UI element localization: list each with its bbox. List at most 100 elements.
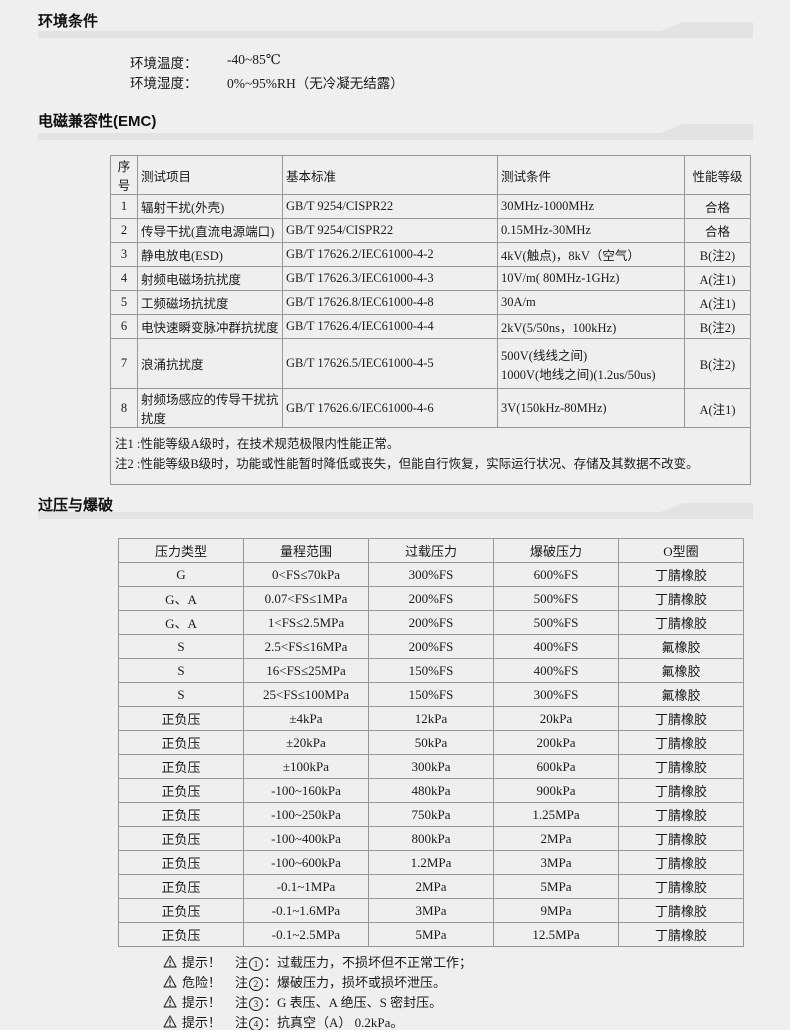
table-cell: 正负压 (118, 730, 244, 755)
table-cell: 氟橡胶 (618, 682, 744, 707)
table-cell: 丁腈橡胶 (618, 586, 744, 611)
table-cell: 丁腈橡胶 (618, 874, 744, 899)
warning-row: 提示！ 注 3： G 表压、A 绝压、S 密封压。 (163, 991, 472, 1011)
warning-row: 提示！ 注 4：抗真空（A） 0.2kPa。 (163, 1011, 472, 1031)
table-cell: 1 (110, 194, 138, 219)
warning-text: 爆破压力，损坏或损坏泄压。 (277, 974, 447, 990)
table-cell: 2MPa (368, 874, 494, 899)
table-cell: 氟橡胶 (618, 634, 744, 659)
pressure-table-body: G 0<FS≤70kPa 300%FS 600%FS 丁腈橡胶 G、A 0.07<FS≤1M… (118, 562, 744, 947)
table-notes-cell: 注1 :性能等级A级时，在技术规范极限内性能正常。 注2 :性能等级B级时，功能或… (110, 427, 751, 485)
table-cell: 8 (110, 388, 138, 428)
table-cell: 25<FS≤100MPa (243, 682, 369, 707)
table-row: 4 射频电磁场抗扰度 GB/T 17626.3/IEC61000-4-3 10V/m(… (110, 266, 751, 291)
table-row: 2 传导干扰(直流电源端口) GB/T 9254/CISPR22 0.15MHz-30… (110, 218, 751, 243)
table-cell: 900kPa (493, 778, 619, 803)
table-cell: A(注1) (684, 266, 751, 291)
table-cell: 辐射干扰(外壳) (137, 194, 283, 219)
table-cell: 丁腈橡胶 (618, 922, 744, 947)
table-cell: 600kPa (493, 754, 619, 779)
table-row: 正负压 ±20kPa 50kPa 200kPa 丁腈橡胶 (118, 730, 744, 755)
section-title-pressure: 过压与爆破 (38, 497, 114, 514)
table-header-cell: 序号 (110, 155, 138, 195)
table-cell: 静电放电(ESD) (137, 242, 283, 267)
table-cell: A(注1) (684, 290, 751, 315)
section-underline-band (38, 503, 753, 519)
table-cell: 正负压 (118, 706, 244, 731)
note-reference: 注 4： (235, 1014, 278, 1031)
table-cell: -0.1~2.5MPa (243, 922, 369, 947)
table-cell: 0.15MHz-30MHz (497, 218, 685, 243)
table-cell: GB/T 17626.4/IEC61000-4-4 (282, 314, 498, 339)
table-cell: GB/T 17626.8/IEC61000-4-8 (282, 290, 498, 315)
table-row: 正负压 ±100kPa 300kPa 600kPa 丁腈橡胶 (118, 754, 744, 779)
table-cell: 正负压 (118, 826, 244, 851)
table-header-cell: 过载压力 (368, 538, 494, 563)
table-cell: 电快速瞬变脉冲群抗扰度 (137, 314, 283, 339)
warning-icon (163, 954, 177, 968)
table-cell: ±100kPa (243, 754, 369, 779)
pressure-table: 压力类型 量程范围 过载压力 爆破压力 O型圈 G 0<FS≤70kPa 300%FS 600… (118, 538, 744, 947)
table-cell: 0.07<FS≤1MPa (243, 586, 369, 611)
table-row: 正负压 -100~600kPa 1.2MPa 3MPa 丁腈橡胶 (118, 850, 744, 875)
table-header-row: 压力类型 量程范围 过载压力 爆破压力 O型圈 (118, 538, 744, 563)
env-humidity-row: 环境湿度： 0%~95%RH（无冷凝无结露） (130, 72, 404, 92)
table-cell: 30MHz-1000MHz (497, 194, 685, 219)
table-cell: 2kV(5/50ns，100kHz) (497, 314, 685, 339)
table-cell: 800kPa (368, 826, 494, 851)
table-cell: 4kV(触点)，8kV（空气） (497, 242, 685, 267)
table-header-row: 序号 测试项目 基本标准 测试条件 性能等级 (110, 155, 751, 195)
table-cell: GB/T 17626.3/IEC61000-4-3 (282, 266, 498, 291)
warning-icon (163, 1014, 177, 1028)
table-row: 1 辐射干扰(外壳) GB/T 9254/CISPR22 30MHz-1000MHz 合… (110, 194, 751, 219)
table-cell: 丁腈橡胶 (618, 898, 744, 923)
table-cell: 合格 (684, 194, 751, 219)
table-cell: 400%FS (493, 658, 619, 683)
table-header-cell: 压力类型 (118, 538, 244, 563)
table-cell: -100~250kPa (243, 802, 369, 827)
table-cell: 1<FS≤2.5MPa (243, 610, 369, 635)
table-cell: 正负压 (118, 874, 244, 899)
table-cell: 5MPa (368, 922, 494, 947)
section-title-emc: 电磁兼容性(EMC) (38, 113, 157, 130)
table-header-cell: 基本标准 (282, 155, 498, 195)
table-cell: 丁腈橡胶 (618, 778, 744, 803)
table-note-line: 注2 :性能等级B级时，功能或性能暂时降低或丧失，但能自行恢复，实际运行状况、存… (115, 457, 699, 471)
table-cell: G、A (118, 586, 244, 611)
table-cell: GB/T 17626.2/IEC61000-4-2 (282, 242, 498, 267)
table-cell: 正负压 (118, 778, 244, 803)
table-row: G、A 1<FS≤2.5MPa 200%FS 500%FS 丁腈橡胶 (118, 610, 744, 635)
table-row: 正负压 -0.1~1.6MPa 3MPa 9MPa 丁腈橡胶 (118, 898, 744, 923)
table-cell: 200%FS (368, 634, 494, 659)
band-thin-bar (38, 512, 753, 519)
table-cell: 3MPa (493, 850, 619, 875)
table-cell: GB/T 17626.6/IEC61000-4-6 (282, 388, 498, 428)
table-cell: 丁腈橡胶 (618, 850, 744, 875)
warning-icon (163, 974, 177, 988)
band-thick-bar (643, 503, 753, 519)
table-row: 6 电快速瞬变脉冲群抗扰度 GB/T 17626.4/IEC61000-4-4 2kV… (110, 314, 751, 339)
table-cell: 3V(150kHz-80MHz) (497, 388, 685, 428)
table-row: 5 工频磁场抗扰度 GB/T 17626.8/IEC61000-4-8 30A/m A(… (110, 290, 751, 315)
warning-kind-label: 危险！ (182, 974, 222, 990)
table-cell: 200%FS (368, 610, 494, 635)
table-cell: 12kPa (368, 706, 494, 731)
band-thick-bar (643, 22, 753, 38)
table-cell: 150%FS (368, 658, 494, 683)
table-cell: ±20kPa (243, 730, 369, 755)
warning-row: 危险！ 注 2：爆破压力，损坏或损坏泄压。 (163, 971, 472, 991)
table-cell: 工频磁场抗扰度 (137, 290, 283, 315)
table-cell: 300kPa (368, 754, 494, 779)
table-cell: 正负压 (118, 922, 244, 947)
table-notes-row: 注1 :性能等级A级时，在技术规范极限内性能正常。 注2 :性能等级B级时，功能或… (110, 427, 751, 485)
table-cell: -100~160kPa (243, 778, 369, 803)
table-cell: G、A (118, 610, 244, 635)
band-thin-bar (38, 31, 753, 38)
warning-kind-label: 提示！ (182, 994, 222, 1010)
table-cell: -0.1~1MPa (243, 874, 369, 899)
table-cell: 16<FS≤25MPa (243, 658, 369, 683)
table-cell: GB/T 9254/CISPR22 (282, 194, 498, 219)
table-row: 正负压 -0.1~2.5MPa 5MPa 12.5MPa 丁腈橡胶 (118, 922, 744, 947)
env-temperature-label: 环境温度： (130, 56, 198, 71)
warning-notes: 提示！ 注 1：过载压力，不损坏但不正常工作； 危险！ 注 2：爆破压力，损坏或损坏泄压… (163, 951, 472, 1031)
